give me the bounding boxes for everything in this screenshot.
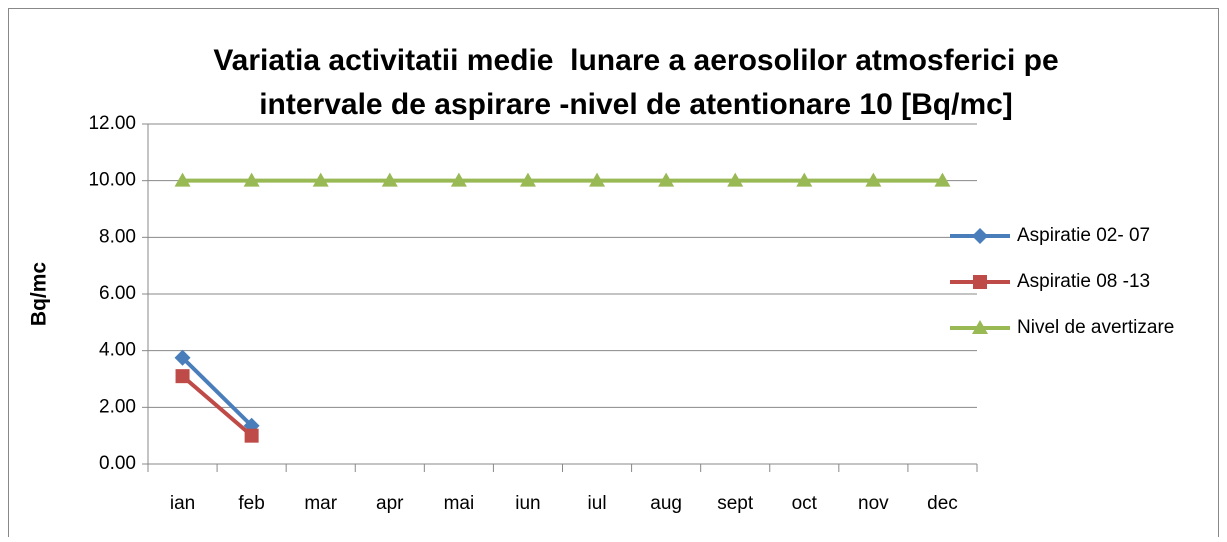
y-tick-label: 2.00 <box>99 396 136 417</box>
x-tick-label: dec <box>927 493 958 514</box>
x-tick-label: ian <box>170 493 195 514</box>
x-tick-label: apr <box>376 493 404 514</box>
marker <box>934 172 951 187</box>
series-line <box>181 356 254 428</box>
legend-label: Aspiratie 08 -13 <box>1017 271 1150 292</box>
y-tick-label: 8.00 <box>99 226 136 247</box>
marker <box>865 172 882 187</box>
marker <box>727 172 744 187</box>
y-tick-label: 6.00 <box>99 283 136 304</box>
marker <box>796 172 813 187</box>
y-tick-label: 4.00 <box>99 340 136 361</box>
x-tick-label: nov <box>858 493 889 514</box>
chart-title: intervale de aspirare -nivel de atention… <box>259 88 1013 121</box>
x-tick-label: mar <box>304 493 337 514</box>
x-tick-label: feb <box>238 493 264 514</box>
chart-title: Variatia activitatii medie lunare a aero… <box>213 44 1058 77</box>
x-tick-label: oct <box>792 493 818 514</box>
marker <box>175 369 190 384</box>
legend-marker <box>972 228 988 244</box>
marker <box>519 172 536 187</box>
marker <box>589 172 606 187</box>
legend-label: Aspiratie 02- 07 <box>1017 225 1150 246</box>
marker <box>450 172 467 187</box>
marker <box>174 172 191 187</box>
legend-marker <box>972 320 988 334</box>
x-tick-label: mai <box>444 493 475 514</box>
x-tick-label: sept <box>717 493 754 514</box>
marker <box>244 428 259 443</box>
legend-label: Nivel de avertizare <box>1017 317 1174 338</box>
x-tick-label: aug <box>650 493 682 514</box>
marker <box>312 172 329 187</box>
y-tick-label: 0.00 <box>99 453 136 474</box>
legend-marker <box>973 275 987 289</box>
y-tick-label: 10.00 <box>88 170 136 191</box>
marker <box>658 172 675 187</box>
x-tick-label: iun <box>515 493 540 514</box>
marker <box>381 172 398 187</box>
marker <box>243 172 260 187</box>
y-axis-label: Bq/mc <box>28 262 51 327</box>
y-tick-label: 12.00 <box>88 113 136 134</box>
x-tick-label: iul <box>588 493 607 514</box>
chart-border <box>8 8 1219 542</box>
marker <box>174 349 191 366</box>
series-line <box>181 374 253 438</box>
